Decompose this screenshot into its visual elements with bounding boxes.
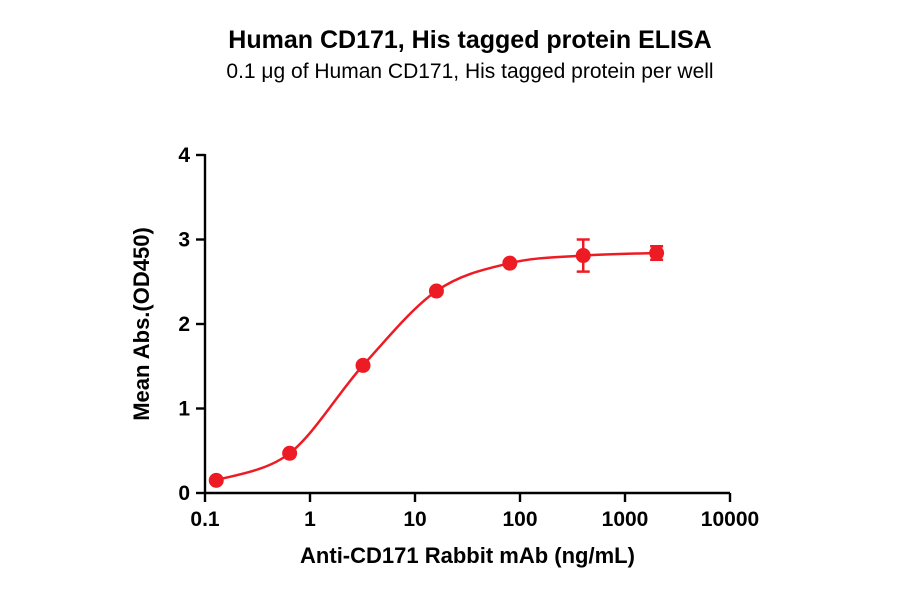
x-tick-label: 1 xyxy=(304,508,316,531)
x-tick-label: 10000 xyxy=(701,508,759,531)
data-point xyxy=(208,472,224,488)
y-tick-label: 1 xyxy=(178,398,190,421)
data-point xyxy=(575,248,591,264)
data-point xyxy=(282,445,298,461)
data-point xyxy=(355,357,371,373)
data-point xyxy=(502,255,518,271)
chart-subtitle: 0.1 μg of Human CD171, His tagged protei… xyxy=(226,60,714,83)
data-point xyxy=(428,283,444,299)
x-tick-label: 0.1 xyxy=(190,508,220,531)
y-tick-label: 4 xyxy=(178,144,190,167)
y-tick-label: 0 xyxy=(178,482,190,505)
y-axis-label: Mean Abs.(OD450) xyxy=(129,227,154,421)
x-tick-label: 100 xyxy=(502,508,537,531)
y-tick-label: 3 xyxy=(178,229,190,252)
x-tick-label: 10 xyxy=(403,508,426,531)
data-point xyxy=(649,245,665,261)
x-tick-label: 1000 xyxy=(602,508,649,531)
chart-title: Human CD171, His tagged protein ELISA xyxy=(228,26,712,54)
y-tick-label: 2 xyxy=(178,313,190,336)
x-axis-label: Anti-CD171 Rabbit mAb (ng/mL) xyxy=(300,543,635,568)
